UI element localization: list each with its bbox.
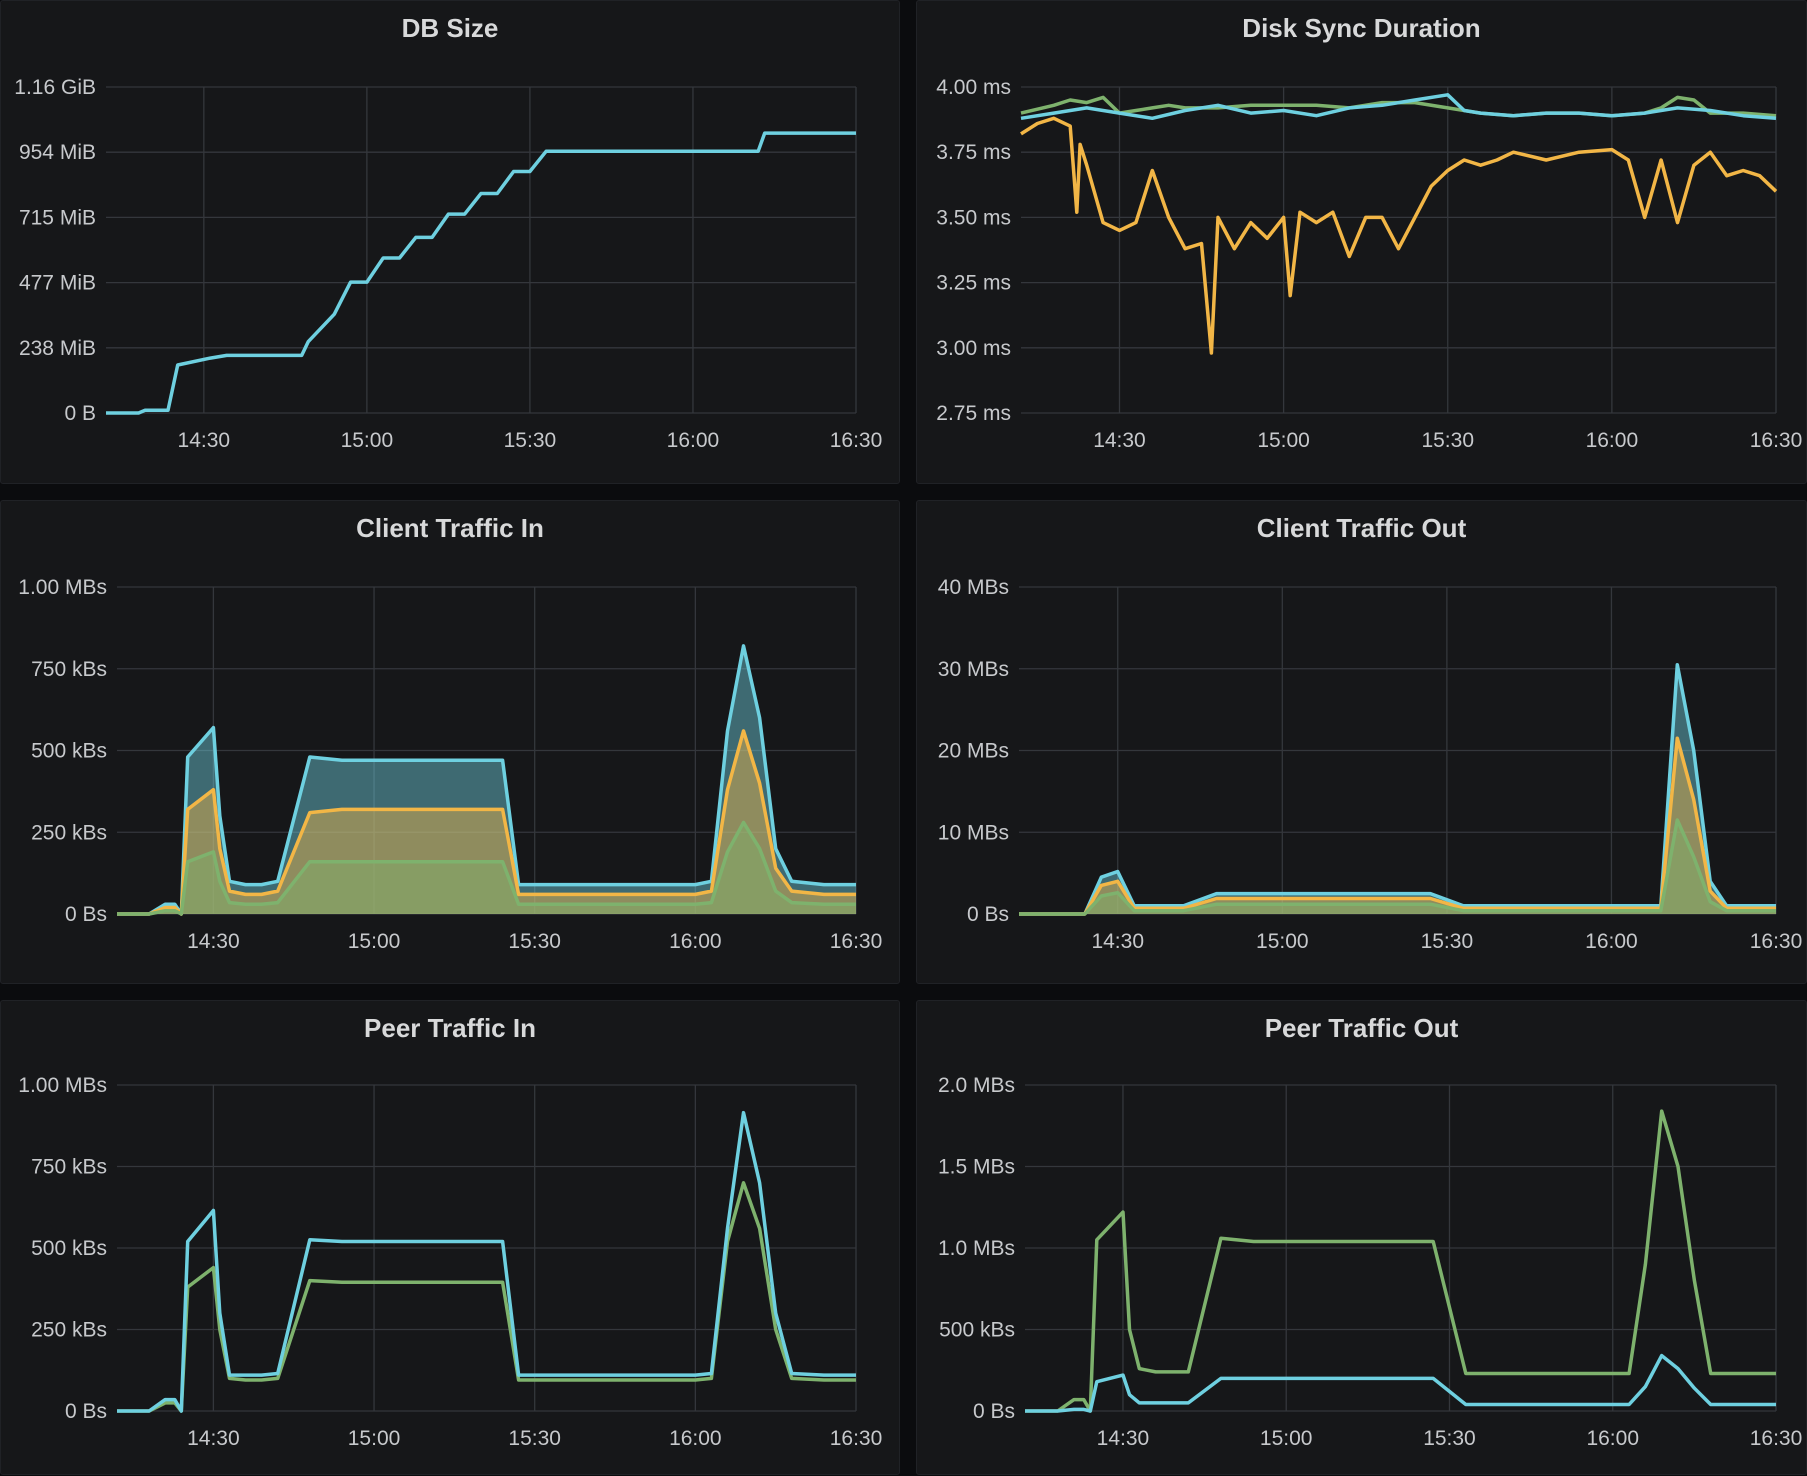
y-tick-label: 3.25 ms [936, 272, 1011, 295]
db-size-panel: DB Size 0 B 238 MiB 477 MiB 715 MiB 954 MiB 1… [0, 0, 900, 484]
client-traffic-in-panel: Client Traffic In 0 Bs 250 kBs 500 kBs 750 … [0, 500, 900, 984]
y-tick-label: 1.00 MBs [18, 576, 107, 599]
y-tick-label: 1.00 MBs [18, 1074, 107, 1097]
y-tick-label: 238 MiB [19, 337, 96, 360]
x-tick-label: 16:00 [669, 930, 722, 953]
y-tick-label: 477 MiB [19, 272, 96, 295]
x-tick-label: 15:30 [1421, 429, 1474, 452]
x-tick-label: 15:00 [348, 930, 401, 953]
x-tick-label: 15:30 [504, 429, 557, 452]
series-line [1019, 736, 1776, 916]
y-tick-label: 3.00 ms [936, 337, 1011, 360]
x-tick-label: 16:00 [1586, 429, 1639, 452]
x-tick-label: 15:00 [1257, 429, 1310, 452]
panel-title: Disk Sync Duration [1242, 13, 1481, 43]
x-tick-label: 15:00 [1260, 1427, 1313, 1450]
y-tick-label: 0 Bs [65, 903, 107, 926]
y-tick-label: 2.0 MBs [938, 1074, 1015, 1097]
x-tick-label: 15:00 [341, 429, 394, 452]
panel-title: Client Traffic In [356, 513, 544, 543]
series-area [117, 822, 856, 914]
x-tick-label: 15:30 [508, 1427, 561, 1450]
series-line [1020, 93, 1777, 121]
series-line [1025, 1353, 1776, 1413]
y-tick-label: 1.16 GiB [14, 76, 96, 99]
y-tick-label: 954 MiB [19, 141, 96, 164]
x-tick-label: 14:30 [178, 429, 231, 452]
y-tick-label: 4.00 ms [936, 76, 1011, 99]
x-tick-label: 16:30 [1750, 930, 1803, 953]
disk-sync-duration-chart: 2.75 ms 3.00 ms 3.25 ms 3.50 ms 3.75 ms 4.00 … [936, 76, 1803, 452]
series-line [117, 820, 856, 916]
series-area [1019, 664, 1776, 914]
db-size-chart: 0 B 238 MiB 477 MiB 715 MiB 954 MiB 1.16 GiB 1… [14, 76, 883, 452]
peer-traffic-in-chart: 0 Bs 250 kBs 500 kBs 750 kBs 1.00 MBs 14:30 15… [18, 1074, 883, 1450]
y-tick-label: 0 Bs [973, 1400, 1015, 1423]
x-tick-label: 16:00 [669, 1427, 722, 1450]
y-tick-label: 10 MBs [938, 821, 1009, 844]
client-traffic-in-chart: 0 Bs 250 kBs 500 kBs 750 kBs 1.00 MBs 14:30 15… [18, 576, 883, 953]
disk-sync-duration-panel: Disk Sync Duration 2.75 ms 3.00 ms 3.25 ms… [916, 0, 1807, 484]
peer-traffic-out-panel: Peer Traffic Out 0 Bs 500 kBs 1.0 MBs 1.5 M… [916, 1000, 1807, 1475]
x-tick-label: 14:30 [1091, 930, 1144, 953]
x-tick-label: 15:30 [1421, 930, 1474, 953]
y-tick-label: 500 kBs [31, 1237, 107, 1260]
series-line [1020, 116, 1778, 355]
series-line [117, 644, 856, 916]
series-line [1019, 662, 1776, 916]
y-tick-label: 750 kBs [31, 658, 107, 681]
y-tick-label: 0 B [64, 402, 96, 425]
y-tick-label: 3.50 ms [936, 206, 1011, 229]
y-tick-label: 500 kBs [939, 1319, 1015, 1342]
x-tick-label: 14:30 [187, 930, 240, 953]
y-tick-label: 1.5 MBs [938, 1156, 1015, 1179]
y-tick-label: 30 MBs [938, 658, 1009, 681]
y-tick-label: 0 Bs [65, 1400, 107, 1423]
y-tick-label: 250 kBs [31, 1319, 107, 1342]
y-tick-label: 0 Bs [967, 903, 1009, 926]
series-line [106, 131, 856, 415]
y-tick-label: 40 MBs [938, 576, 1009, 599]
x-tick-label: 14:30 [187, 1427, 240, 1450]
series-line [1020, 95, 1777, 118]
x-tick-label: 16:00 [1586, 1427, 1639, 1450]
panel-title: Peer Traffic Out [1264, 1013, 1459, 1043]
y-tick-label: 3.75 ms [936, 141, 1011, 164]
x-tick-label: 15:00 [348, 1427, 401, 1450]
y-tick-label: 750 kBs [31, 1156, 107, 1179]
series-line [1019, 818, 1776, 916]
panel-title: DB Size [401, 13, 499, 43]
series-line [1025, 1109, 1776, 1413]
peer-traffic-out-chart: 0 Bs 500 kBs 1.0 MBs 1.5 MBs 2.0 MBs 14:30 15:… [938, 1074, 1803, 1450]
panel-title: Peer Traffic In [364, 1013, 536, 1043]
x-tick-label: 16:30 [1750, 429, 1803, 452]
peer-traffic-in-panel: Peer Traffic In 0 Bs 250 kBs 500 kBs 750 kB… [0, 1000, 900, 1475]
x-tick-label: 16:00 [667, 429, 720, 452]
series-line [117, 729, 856, 916]
series-area [117, 730, 856, 914]
client-traffic-out-panel: Client Traffic Out 0 Bs 10 MBs 20 MBs 30 MB… [916, 500, 1807, 984]
series-line [117, 1181, 856, 1413]
panel-title: Client Traffic Out [1256, 513, 1467, 543]
x-tick-label: 16:30 [1750, 1427, 1803, 1450]
y-tick-label: 250 kBs [31, 821, 107, 844]
series-line [117, 1110, 856, 1413]
x-tick-label: 15:00 [1256, 930, 1309, 953]
y-tick-label: 1.0 MBs [938, 1237, 1015, 1260]
x-tick-label: 16:30 [830, 429, 883, 452]
x-tick-label: 14:30 [1093, 429, 1146, 452]
x-tick-label: 16:30 [830, 1427, 883, 1450]
series-area [1019, 738, 1776, 914]
y-tick-label: 715 MiB [19, 206, 96, 229]
client-traffic-out-chart: 0 Bs 10 MBs 20 MBs 30 MBs 40 MBs 14:30 15:00 15… [938, 576, 1803, 953]
x-tick-label: 15:30 [1423, 1427, 1476, 1450]
x-tick-label: 16:00 [1585, 930, 1638, 953]
series-area [117, 645, 856, 914]
x-tick-label: 15:30 [508, 930, 561, 953]
x-tick-label: 14:30 [1097, 1427, 1150, 1450]
x-tick-label: 16:30 [830, 930, 883, 953]
y-tick-label: 2.75 ms [936, 402, 1011, 425]
y-tick-label: 500 kBs [31, 740, 107, 763]
y-tick-label: 20 MBs [938, 740, 1009, 763]
